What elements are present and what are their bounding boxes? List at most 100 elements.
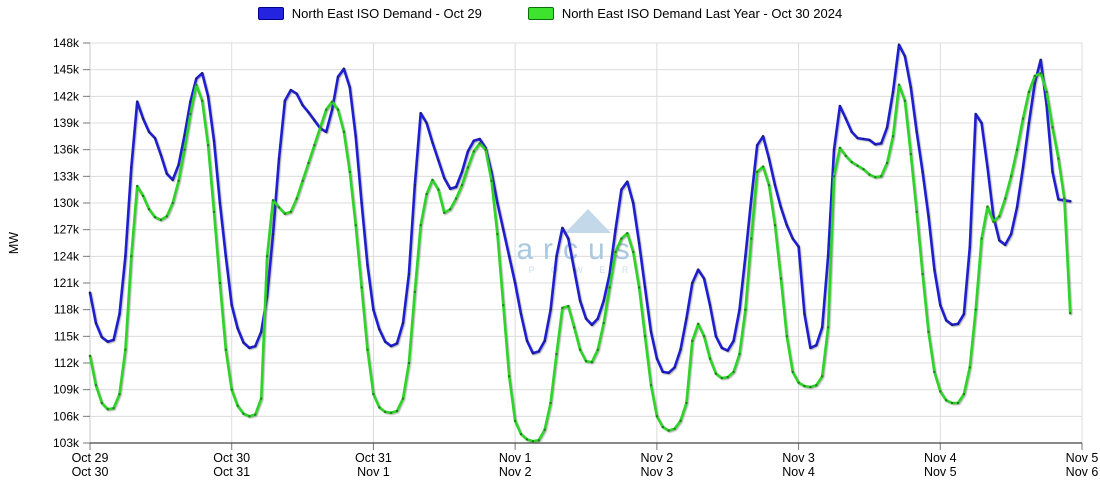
- data-point-marker: [171, 178, 174, 181]
- x-tick-label-last-year: Nov 4: [782, 465, 815, 479]
- data-point-marker: [833, 175, 835, 178]
- data-point-marker: [112, 338, 115, 341]
- data-point-marker: [939, 390, 942, 393]
- y-tick-label: 103k: [53, 436, 80, 450]
- data-point-marker: [650, 384, 652, 387]
- data-point-marker: [874, 176, 877, 179]
- data-point-marker: [986, 205, 989, 208]
- data-point-marker: [531, 440, 534, 443]
- data-point-marker: [579, 348, 582, 351]
- data-point-marker: [655, 415, 658, 418]
- data-point-marker: [342, 67, 345, 70]
- data-point-marker: [980, 237, 983, 240]
- data-point-marker: [856, 164, 859, 167]
- data-point-marker: [903, 99, 906, 102]
- data-point-marker: [402, 397, 404, 400]
- data-point-marker: [295, 197, 298, 200]
- data-point-marker: [1027, 90, 1030, 93]
- data-point-marker: [437, 159, 440, 162]
- data-point-marker: [821, 375, 824, 378]
- data-point-marker: [1010, 175, 1013, 178]
- data-point-marker: [762, 135, 765, 138]
- data-point-marker: [945, 319, 948, 322]
- data-point-marker: [1033, 74, 1036, 77]
- data-point-marker: [549, 308, 552, 311]
- data-point-marker: [750, 197, 753, 200]
- data-point-marker: [195, 83, 198, 86]
- data-point-marker: [360, 202, 363, 204]
- y-tick-label: 130k: [53, 196, 80, 210]
- data-point-marker: [927, 215, 930, 218]
- data-point-marker: [596, 317, 599, 320]
- data-point-marker: [1057, 157, 1060, 160]
- data-point-marker: [585, 360, 587, 363]
- y-tick-label: 118k: [54, 303, 80, 317]
- data-point-marker: [573, 268, 576, 271]
- data-point-marker: [886, 162, 889, 164]
- data-point-marker: [892, 90, 894, 93]
- data-point-marker: [425, 193, 428, 196]
- x-tick-label-this-year: Nov 5: [1066, 451, 1099, 465]
- data-point-marker: [980, 122, 983, 124]
- data-point-marker: [443, 177, 446, 180]
- data-point-marker: [1033, 82, 1036, 84]
- data-point-marker: [691, 282, 694, 284]
- data-point-marker: [490, 179, 493, 182]
- data-point-marker: [142, 117, 145, 120]
- data-point-marker: [396, 410, 398, 412]
- legend-color-swatch-icon: [527, 7, 554, 20]
- data-point-marker: [951, 402, 954, 404]
- data-point-marker: [242, 412, 245, 415]
- data-point-marker: [148, 208, 150, 211]
- data-point-marker: [791, 237, 794, 240]
- data-point-marker: [201, 99, 204, 102]
- data-point-marker: [874, 143, 877, 146]
- data-point-marker: [272, 233, 274, 236]
- data-point-marker: [1069, 200, 1072, 203]
- data-point-marker: [608, 286, 611, 289]
- data-point-marker: [903, 55, 906, 58]
- data-point-marker: [626, 232, 629, 235]
- data-point-marker: [230, 304, 233, 307]
- plot-area[interactable]: [89, 42, 1083, 444]
- y-tick-label: 127k: [53, 223, 80, 237]
- data-point-marker: [632, 250, 635, 253]
- data-point-marker: [461, 184, 463, 187]
- data-point-marker: [514, 419, 517, 422]
- y-tick-label: 112k: [54, 356, 80, 370]
- data-point-marker: [177, 163, 180, 166]
- data-point-marker: [366, 348, 369, 351]
- data-point-marker: [785, 335, 788, 338]
- data-point-marker: [106, 408, 109, 411]
- watermark-logo-icon: [565, 209, 611, 233]
- data-point-marker: [1004, 197, 1007, 200]
- data-point-marker: [602, 322, 605, 324]
- data-point-marker: [413, 290, 416, 293]
- data-point-marker: [732, 339, 735, 342]
- data-point-marker: [1022, 166, 1024, 169]
- legend-item-current[interactable]: North East ISO Demand - Oct 29: [257, 6, 482, 21]
- watermark-subtext: P O W E R: [529, 265, 636, 275]
- y-tick-label: 139k: [53, 116, 80, 130]
- data-point-marker: [697, 268, 700, 271]
- data-point-marker: [939, 304, 942, 307]
- data-point-marker: [573, 326, 576, 329]
- data-point-marker: [230, 388, 233, 391]
- data-point-marker: [248, 415, 251, 418]
- data-point-marker: [478, 138, 481, 140]
- data-point-marker: [348, 170, 351, 173]
- data-point-marker: [909, 153, 912, 156]
- data-point-marker: [325, 108, 328, 111]
- data-point-marker: [756, 144, 759, 147]
- data-point-marker: [301, 179, 304, 182]
- data-point-marker: [384, 410, 387, 413]
- data-point-marker: [803, 313, 806, 316]
- data-point-marker: [260, 397, 263, 400]
- data-point-marker: [850, 130, 853, 133]
- legend-item-last_year[interactable]: North East ISO Demand Last Year - Oct 30…: [527, 6, 842, 21]
- data-point-marker: [289, 89, 292, 92]
- data-point-marker: [100, 336, 103, 339]
- data-point-marker: [266, 295, 269, 298]
- data-point-marker: [626, 180, 629, 183]
- data-point-marker: [1063, 197, 1066, 200]
